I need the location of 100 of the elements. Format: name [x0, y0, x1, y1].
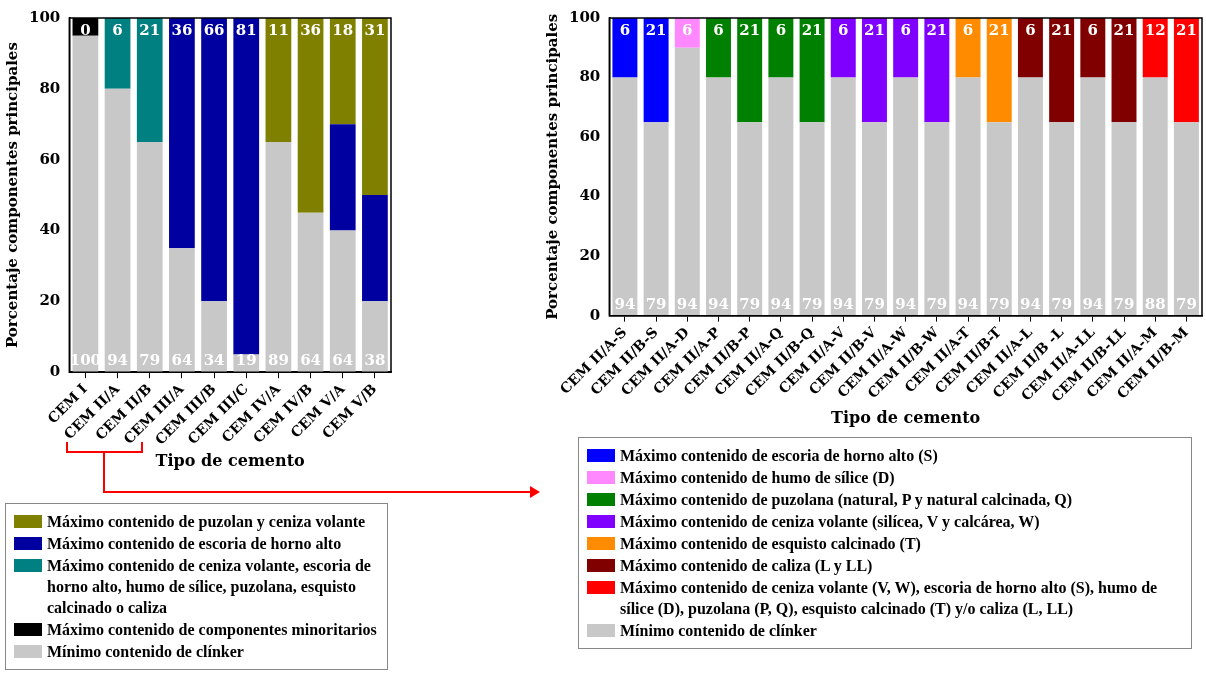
bar	[265, 141, 292, 373]
y-tick-label: 0	[589, 305, 601, 324]
annotation: 21	[864, 20, 885, 39]
x-axis-title: Tipo de cemento	[831, 407, 981, 427]
bar	[169, 248, 195, 373]
annotation: 21	[801, 20, 823, 39]
bar	[201, 18, 227, 302]
bar	[706, 77, 731, 316]
legend-label: Máximo contenido de escoria de horno alto	[47, 534, 342, 554]
annotation: 6	[112, 20, 123, 39]
bar	[893, 77, 919, 316]
bar	[861, 122, 887, 316]
annotation: 21	[1051, 20, 1073, 39]
legend-label: Mínimo contenido de clínker	[47, 642, 244, 662]
bar	[799, 122, 825, 316]
bar	[104, 88, 131, 373]
annotation: 6	[900, 20, 911, 39]
bar	[768, 77, 794, 316]
legend-label: Máximo contenido de escoria de horno alto (S)	[620, 446, 938, 466]
annotation: 21	[1175, 20, 1197, 39]
annotation: 31	[364, 20, 386, 39]
bar	[643, 122, 669, 316]
annotation: 21	[926, 20, 948, 39]
legend-label: Máximo contenido de ceniza volante, escoria de horno alto, humo de sílice, puzolana, esquisto calcinado o caliza	[47, 556, 372, 618]
bar	[104, 18, 131, 89]
bar	[233, 18, 260, 355]
legend-label: Máximo contenido de esquisto calcinado (T)	[620, 534, 921, 554]
bar	[1111, 122, 1137, 316]
bar	[924, 122, 950, 316]
legend-label: Máximo contenido de humo de sílice (D)	[620, 468, 895, 488]
bar	[169, 18, 195, 249]
bar	[861, 18, 887, 123]
y-axis-title: Porcentaje componentes principales	[2, 42, 21, 349]
annotation: 21	[139, 20, 161, 39]
bar	[1080, 77, 1106, 316]
bar	[362, 18, 388, 196]
y-tick-label: 60	[579, 126, 601, 145]
bar	[265, 18, 292, 142]
y-tick-label: 100	[29, 7, 61, 26]
bar	[799, 18, 825, 123]
bar	[737, 18, 763, 123]
annotation: 12	[1144, 20, 1166, 39]
bar	[1142, 77, 1168, 316]
bar	[362, 301, 388, 373]
annotation: 6	[1025, 20, 1036, 39]
y-tick-label: 20	[39, 291, 61, 310]
annotation: 66	[203, 20, 225, 39]
legend-label: Máximo contenido de puzolan y ceniza volante	[47, 512, 366, 532]
legend-label: Máximo contenido de puzolana (natural, P y natural calcinada, Q)	[620, 490, 1073, 510]
y-tick-label: 0	[49, 362, 61, 381]
y-tick-label: 40	[579, 186, 601, 205]
bar	[201, 301, 227, 373]
y-tick-label: 40	[39, 220, 61, 239]
bar	[924, 18, 950, 123]
annotation: 21	[645, 20, 667, 39]
bar	[893, 18, 919, 78]
annotation: 6	[838, 20, 849, 39]
bar	[830, 77, 856, 316]
bar	[1017, 77, 1043, 316]
bar	[362, 195, 388, 302]
annotation: 6	[1087, 20, 1099, 39]
bar	[329, 124, 356, 231]
bar	[1017, 18, 1043, 78]
bar	[1142, 18, 1168, 78]
annotation: 6	[619, 20, 631, 39]
y-tick-label: 80	[39, 78, 61, 97]
legend-label: Mínimo contenido de clínker	[620, 621, 817, 641]
bar	[297, 18, 324, 213]
annotation: 19	[235, 351, 257, 370]
y-tick-label: 60	[39, 149, 61, 168]
bar	[1173, 122, 1199, 316]
bar	[72, 35, 99, 373]
annotation: 0	[80, 20, 91, 39]
bar	[986, 122, 1012, 316]
bar	[612, 77, 638, 316]
annotation: 81	[235, 20, 257, 39]
bar	[1111, 18, 1137, 123]
bar	[1049, 122, 1075, 316]
y-axis-title: Porcentaje componentes principales	[542, 13, 561, 320]
annotation: 11	[267, 20, 289, 39]
bar	[674, 47, 700, 316]
annotation: 36	[300, 20, 322, 39]
annotation: 21	[739, 20, 761, 39]
bar	[768, 18, 794, 78]
bar	[1173, 18, 1199, 123]
bar	[1080, 18, 1106, 78]
legend-label: Máximo contenido de ceniza volante (silícea, V y calcárea, W)	[620, 512, 1040, 532]
bar	[955, 77, 981, 316]
legend-label: Máximo contenido de componentes minoritarios	[47, 620, 377, 640]
bar	[612, 18, 638, 78]
legend-label: Máximo contenido de caliza (L y LL)	[620, 556, 873, 576]
annotation: 6	[713, 20, 724, 39]
annotation: 21	[1113, 20, 1135, 39]
bar	[830, 18, 856, 78]
annotation: 6	[775, 20, 787, 39]
annotation: 21	[988, 20, 1010, 39]
annotation: 18	[332, 20, 354, 39]
bar	[297, 212, 324, 373]
annotation: 6	[962, 20, 974, 39]
legend-label: Máximo contenido de ceniza volante (V, W), escoria de horno alto (S), humo de sílice (D), puzolana (P, Q), esquisto calcinado (T) y/o caliza (L, LL)	[620, 578, 1159, 619]
